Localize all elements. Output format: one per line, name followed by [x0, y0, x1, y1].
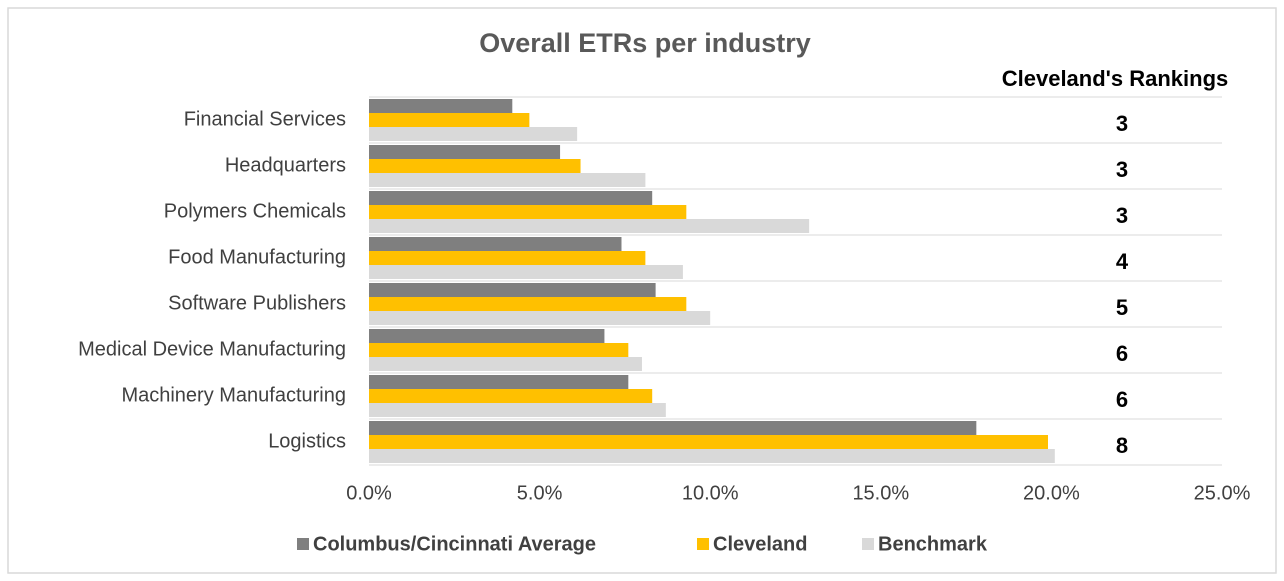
bar [369, 205, 687, 219]
legend-swatch [862, 538, 874, 550]
x-tick-label: 20.0% [1023, 482, 1080, 504]
y-tick-label: Medical Device Manufacturing [78, 338, 346, 360]
bar [369, 357, 642, 371]
bar [369, 191, 653, 205]
bar [369, 311, 711, 325]
bar [369, 145, 561, 159]
legend-label: Columbus/Cincinnati Average [313, 533, 596, 555]
bar [369, 265, 683, 279]
bar [369, 283, 656, 297]
ranking: 3 [1116, 203, 1128, 228]
ranking: 8 [1116, 433, 1128, 458]
ranking: 5 [1116, 295, 1128, 320]
x-tick-label: 0.0% [346, 482, 392, 504]
bar [369, 343, 629, 357]
y-tick-label: Polymers Chemicals [164, 200, 346, 222]
legend-swatch [697, 538, 709, 550]
bar [369, 375, 629, 389]
bar [369, 449, 1055, 463]
y-tick-label: Food Manufacturing [168, 246, 346, 268]
bar [369, 403, 666, 417]
ranking: 3 [1116, 157, 1128, 182]
bar [369, 251, 646, 265]
ranking: 3 [1116, 111, 1128, 136]
bar [369, 173, 646, 187]
bar [369, 329, 605, 343]
bar [369, 421, 977, 435]
bar [369, 99, 513, 113]
bar [369, 297, 687, 311]
y-tick-label: Headquarters [225, 154, 346, 176]
y-tick-label: Software Publishers [168, 292, 346, 314]
rankings-title: Cleveland's Rankings [1002, 66, 1229, 91]
bar [369, 237, 622, 251]
bar [369, 159, 581, 173]
bar [369, 389, 653, 403]
ranking: 6 [1116, 387, 1128, 412]
legend-label: Cleveland [713, 533, 807, 555]
legend-swatch [297, 538, 309, 550]
chart-title: Overall ETRs per industry [479, 28, 811, 58]
x-tick-label: 10.0% [682, 482, 739, 504]
ranking: 6 [1116, 341, 1128, 366]
bar [369, 219, 810, 233]
y-tick-label: Financial Services [184, 108, 346, 130]
y-tick-label: Machinery Manufacturing [121, 384, 346, 406]
y-tick-label: Logistics [268, 430, 346, 452]
legend-label: Benchmark [878, 533, 988, 555]
x-tick-label: 15.0% [852, 482, 909, 504]
bar [369, 113, 530, 127]
bar [369, 127, 578, 141]
x-tick-label: 5.0% [517, 482, 563, 504]
ranking: 4 [1116, 249, 1129, 274]
x-tick-label: 25.0% [1194, 482, 1251, 504]
bar [369, 435, 1048, 449]
